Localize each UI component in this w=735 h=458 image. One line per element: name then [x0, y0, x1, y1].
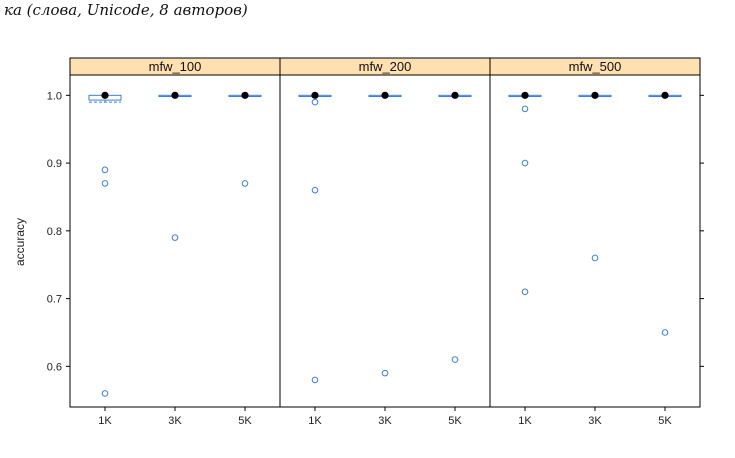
outlier-point	[661, 329, 669, 336]
panel-strip-label: mfw_500	[569, 59, 622, 74]
median-point	[381, 91, 389, 99]
panel-frame	[69, 74, 281, 408]
x-tick-label: 3K	[168, 415, 182, 427]
outlier-point	[311, 376, 319, 384]
page-caption: ка (слова, Unicode, 8 авторов)	[4, 1, 248, 19]
x-tick-label: 1K	[308, 415, 322, 427]
y-axis: 0.6 0.7 0.8 0.9 1.0	[47, 90, 704, 373]
median-point	[521, 91, 529, 99]
outlier-point	[591, 254, 599, 262]
outlier-point	[451, 356, 459, 363]
outlier-point	[381, 369, 389, 377]
x-tick-label: 3K	[588, 415, 602, 427]
median-point	[311, 91, 319, 99]
median-point	[241, 91, 249, 99]
x-tick-label: 5K	[238, 415, 252, 427]
y-tick-label: 0.8	[47, 226, 62, 238]
median-point	[591, 91, 599, 99]
outlier-point	[311, 186, 319, 194]
panel-frame	[279, 74, 491, 408]
x-tick-label: 3K	[378, 415, 392, 427]
outlier-point	[171, 234, 179, 241]
panel-strip-label: mfw_100	[149, 59, 202, 74]
panel-mfw_200: mfw_200 1K 3K 5K	[279, 57, 491, 427]
outlier-point	[101, 180, 109, 187]
median-point	[451, 91, 459, 99]
outlier-point	[101, 390, 109, 397]
y-tick-label: 0.6	[47, 361, 62, 373]
panel-mfw_500: mfw_500 1K 3K 5K	[489, 57, 701, 427]
y-tick-label: 1.0	[47, 90, 62, 102]
panel-mfw_100: mfw_100 1K 3K 5K	[69, 57, 281, 427]
median-point	[661, 91, 669, 99]
outlier-point	[521, 288, 529, 296]
outlier-point	[101, 166, 109, 174]
panel-strip-label: mfw_200	[359, 59, 412, 74]
median-point	[101, 91, 109, 99]
outlier-point	[521, 159, 529, 167]
x-tick-label: 1K	[98, 415, 112, 427]
outlier-point	[241, 180, 249, 187]
x-tick-label: 5K	[448, 415, 462, 427]
x-tick-label: 1K	[518, 415, 532, 427]
y-tick-label: 0.9	[47, 158, 62, 170]
x-tick-label: 5K	[658, 415, 672, 427]
outlier-point	[311, 98, 319, 106]
chart-panels: mfw_100 1K 3K 5K mfw_200 1K 3K 5K mfw_500 1K 3K 5K	[69, 57, 701, 427]
y-axis-label: accuracy	[13, 218, 27, 266]
panel-frame	[489, 74, 701, 408]
y-tick-label: 0.7	[47, 294, 62, 306]
outlier-point	[521, 105, 529, 113]
median-point	[171, 91, 179, 99]
